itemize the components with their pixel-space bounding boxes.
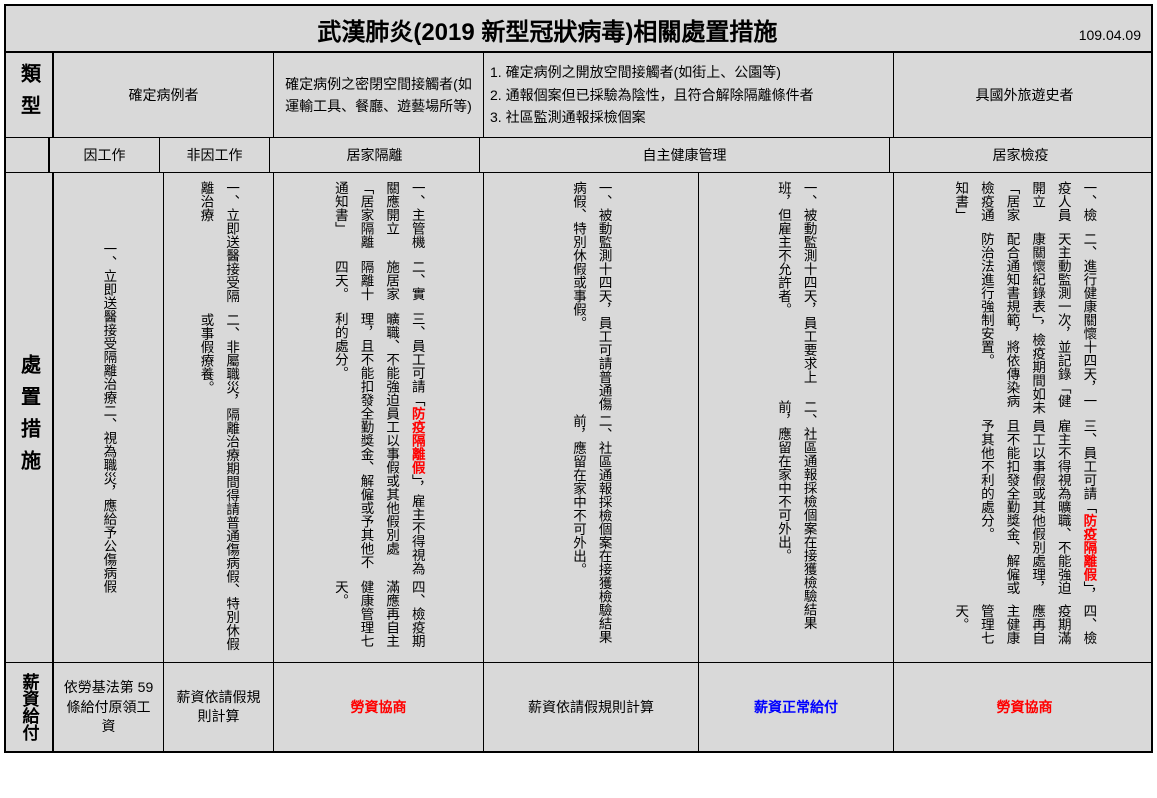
rowlabel-type: 類型 xyxy=(6,53,54,137)
type-open-line2: 2. 通報個案但已採驗為陰性，且符合解除隔離條件者 xyxy=(490,84,814,106)
meas-c2: 一、立即送醫接受隔離治療 二、非屬職災，隔離治療期間得請普通傷病假、特別休假或事… xyxy=(164,173,274,662)
row-pay: 薪資給付 依勞基法第 59 條給付原領工資 薪資依請假規則計算 勞資協商 薪資依… xyxy=(6,663,1151,751)
row-measures: 處置措施 一、立即送醫接受隔離治療 二、視為職災，應給予公傷病假 一、立即送醫接… xyxy=(6,173,1151,663)
rowlabel-blank xyxy=(6,138,50,172)
document-table: 武漢肺炎(2019 新型冠狀病毒)相關處置措施 109.04.09 類型 確定病… xyxy=(4,4,1153,753)
meas-c6: 一、檢疫人員開立「居家檢疫通知書」 二、進行健康關懷十四天，一天主動監測一次，並… xyxy=(894,173,1155,662)
meas-c2-1: 一、立即送醫接受隔離治療 xyxy=(193,181,244,313)
type-travel: 具國外旅遊史者 xyxy=(894,53,1155,137)
row-type: 類型 確定病例者 確定病例之密閉空間接觸者(如運輸工具、餐廳、遊藝場所等) 1.… xyxy=(6,53,1151,138)
meas-c1: 一、立即送醫接受隔離治療 二、視為職災，應給予公傷病假 xyxy=(54,173,164,662)
meas-c5-1: 一、被動監測十四天，員工要求上班，但雇主不允許者。 xyxy=(770,181,821,400)
type-open-contact: 1. 確定病例之開放空間接觸者(如街上、公園等) 2. 通報個案但已採驗為陰性，… xyxy=(484,53,894,137)
type-open-line3: 3. 社區監測通報採檢個案 xyxy=(490,106,646,128)
page-title: 武漢肺炎(2019 新型冠狀病毒)相關處置措施 xyxy=(16,12,1079,47)
sub-self-mgmt: 自主健康管理 xyxy=(480,138,890,172)
pay-c3: 勞資協商 xyxy=(274,663,484,751)
hl-red-1: 防疫隔離假 xyxy=(410,407,425,475)
meas-c3-4: 四、檢疫期滿應再自主健康管理七天。 xyxy=(327,580,430,654)
row-subheader: 因工作 非因工作 居家隔離 自主健康管理 居家檢疫 xyxy=(6,138,1151,173)
pay-c1: 依勞基法第 59 條給付原領工資 xyxy=(54,663,164,751)
type-closed-contact: 確定病例之密閉空間接觸者(如運輸工具、餐廳、遊藝場所等) xyxy=(274,53,484,137)
pay-c6: 勞資協商 xyxy=(894,663,1155,751)
meas-c1-2: 二、視為職災，應給予公傷病假 xyxy=(96,404,122,593)
meas-c3: 一、主管機關應開立「居家隔離通知書」 二、實施居家隔離十四天。 三、員工可請「防… xyxy=(274,173,484,662)
rowlabel-measure: 處置措施 xyxy=(6,173,54,662)
sub-work: 因工作 xyxy=(50,138,160,172)
pay-c4: 薪資依請假規則計算 xyxy=(484,663,699,751)
title-row: 武漢肺炎(2019 新型冠狀病毒)相關處置措施 109.04.09 xyxy=(6,6,1151,53)
meas-c6-1: 一、檢疫人員開立「居家檢疫通知書」 xyxy=(948,181,1102,232)
meas-c3-3: 三、員工可請「防疫隔離假」，雇主不得視為曠職、不能強迫員工以事假或其他假別處理，… xyxy=(327,312,430,580)
meas-c2-2: 二、非屬職災，隔離治療期間得請普通傷病假、特別休假或事假療養。 xyxy=(193,313,244,654)
meas-c3-1: 一、主管機關應開立「居家隔離通知書」 xyxy=(327,181,430,259)
meas-c6-3: 三、員工可請「防疫隔離假」，雇主不得視為曠職、不能強迫員工以事假或其他假別處理，… xyxy=(973,419,1101,603)
meas-c1-1: 一、立即送醫接受隔離治療 xyxy=(96,242,122,404)
sub-nonwork: 非因工作 xyxy=(160,138,270,172)
sub-home-qua: 居家檢疫 xyxy=(890,138,1151,172)
meas-c4: 一、被動監測十四天，員工可請普通傷病假、特別休假或事假。 二、社區通報採檢個案在… xyxy=(484,173,699,662)
pay-c5: 薪資正常給付 xyxy=(699,663,894,751)
meas-c4-1: 一、被動監測十四天，員工可請普通傷病假、特別休假或事假。 xyxy=(565,181,616,413)
meas-c6-4: 四、檢疫期滿應再自主健康管理七天。 xyxy=(948,604,1102,655)
meas-c6-2: 二、進行健康關懷十四天，一天主動監測一次，並記錄「健康關懷紀錄表」，檢疫期間如未… xyxy=(973,232,1101,419)
meas-c5-2: 二、社區通報採檢個案在接獲檢驗結果前，應留在家中不可外出。 xyxy=(770,400,821,654)
pay-c2: 薪資依請假規則計算 xyxy=(164,663,274,751)
type-confirmed: 確定病例者 xyxy=(54,53,274,137)
doc-date: 109.04.09 xyxy=(1079,27,1141,43)
rowlabel-pay: 薪資給付 xyxy=(6,663,54,751)
meas-c5: 一、被動監測十四天，員工要求上班，但雇主不允許者。 二、社區通報採檢個案在接獲檢… xyxy=(699,173,894,662)
hl-red-2: 防疫隔離假 xyxy=(1081,514,1096,582)
meas-c4-2: 二、社區通報採檢個案在接獲檢驗結果前，應留在家中不可外出。 xyxy=(565,414,616,655)
type-open-line1: 1. 確定病例之開放空間接觸者(如街上、公園等) xyxy=(490,61,781,83)
sub-home-iso: 居家隔離 xyxy=(270,138,480,172)
meas-c3-2: 二、實施居家隔離十四天。 xyxy=(327,260,430,312)
